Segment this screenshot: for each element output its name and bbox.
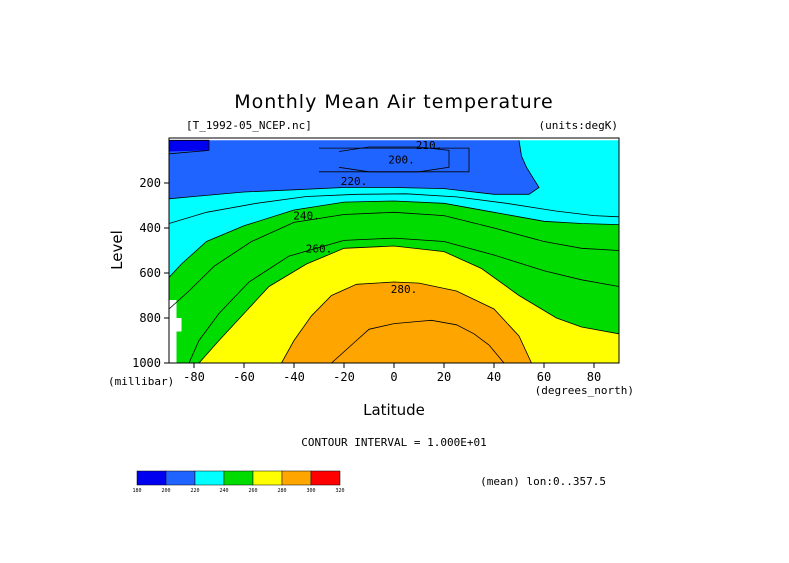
colorbar-swatch-0 bbox=[136, 470, 167, 486]
contour-label-0: 210. bbox=[416, 139, 443, 152]
contour-line-5 bbox=[169, 200, 619, 278]
x-tick-label-2: -40 bbox=[283, 370, 305, 384]
contour-line-layer bbox=[169, 139, 619, 363]
y-tick-label-2: 600 bbox=[139, 266, 161, 280]
colorbar-label-6: 300 bbox=[306, 488, 315, 494]
contour-line-3 bbox=[169, 140, 540, 200]
file-label: [T_1992-05_NCEP.nc] bbox=[186, 119, 312, 132]
y-tick-label-3: 800 bbox=[139, 311, 161, 325]
units-label: (units:degK) bbox=[539, 119, 618, 132]
contour-label-3: 240. bbox=[293, 210, 320, 223]
contour-line-0 bbox=[169, 139, 210, 155]
footer-text: (mean) lon:0..357.5 bbox=[480, 475, 606, 488]
colorbar-label-3: 240 bbox=[219, 488, 228, 494]
x-axis-ticks: -80 -60 -40 -20 0 20 40 60 80 bbox=[183, 363, 601, 384]
colorbar-swatch-1 bbox=[165, 470, 196, 486]
contour-interval-text: CONTOUR INTERVAL = 1.000E+01 bbox=[301, 436, 486, 449]
contour-line-10 bbox=[331, 319, 505, 363]
x-tick-label-8: 80 bbox=[587, 370, 601, 384]
x-tick-label-4: 0 bbox=[390, 370, 397, 384]
contour-band-0 bbox=[169, 140, 209, 154]
y-axis-ticks: 200 400 600 800 1000 bbox=[132, 176, 169, 370]
contour-label-2: 220. bbox=[341, 175, 368, 188]
x-axis-label: Latitude bbox=[363, 401, 425, 419]
contour-label-5: 280. bbox=[391, 283, 418, 296]
contour-label-4: 260. bbox=[306, 242, 333, 255]
contour-line-6 bbox=[169, 211, 619, 310]
contour-band-4 bbox=[169, 201, 619, 363]
colorbar-label-0: 180 bbox=[132, 488, 141, 494]
colorbar-label-5: 280 bbox=[277, 488, 286, 494]
x-tick-label-7: 60 bbox=[537, 370, 551, 384]
contour-line-4 bbox=[169, 193, 619, 224]
contour-line-8 bbox=[198, 245, 619, 363]
contour-band-7 bbox=[169, 300, 182, 363]
contour-band-5 bbox=[199, 246, 619, 363]
contour-label-layer: 210.200. 220. 240. 260. 280. bbox=[293, 139, 442, 296]
y-tick-label-1: 400 bbox=[139, 221, 161, 235]
y-tick-label-4: 1000 bbox=[132, 356, 161, 370]
colorbar-swatch-6 bbox=[310, 470, 341, 486]
x-axis-unit: (degrees_north) bbox=[535, 384, 634, 397]
x-tick-label-3: -20 bbox=[333, 370, 355, 384]
y-axis-label: Level bbox=[108, 230, 126, 270]
x-tick-label-5: 20 bbox=[437, 370, 451, 384]
colorbar-swatch-5 bbox=[281, 470, 312, 486]
colorbar-swatch-4 bbox=[252, 470, 283, 486]
colorbar-label-4: 260 bbox=[248, 488, 257, 494]
y-tick-label-0: 200 bbox=[139, 176, 161, 190]
y-axis-unit: (millibar) bbox=[108, 375, 174, 388]
colorbar-label-2: 220 bbox=[190, 488, 199, 494]
x-tick-label-6: 40 bbox=[487, 370, 501, 384]
colorbar: 180 200 220 240 260 280 300 320 bbox=[132, 470, 345, 494]
x-tick-label-0: -80 bbox=[183, 370, 205, 384]
colorbar-swatch-2 bbox=[194, 470, 225, 486]
colorbar-label-1: 200 bbox=[161, 488, 170, 494]
colorbar-swatch-3 bbox=[223, 470, 254, 486]
contour-band-3 bbox=[169, 140, 619, 278]
contour-line-7 bbox=[188, 237, 619, 363]
contour-line-9 bbox=[281, 281, 532, 363]
chart-title: Monthly Mean Air temperature bbox=[234, 91, 553, 113]
colorbar-label-7: 320 bbox=[335, 488, 344, 494]
x-tick-label-1: -60 bbox=[233, 370, 255, 384]
contour-line-2 bbox=[319, 147, 470, 173]
contour-label-1: 200. bbox=[388, 153, 415, 166]
